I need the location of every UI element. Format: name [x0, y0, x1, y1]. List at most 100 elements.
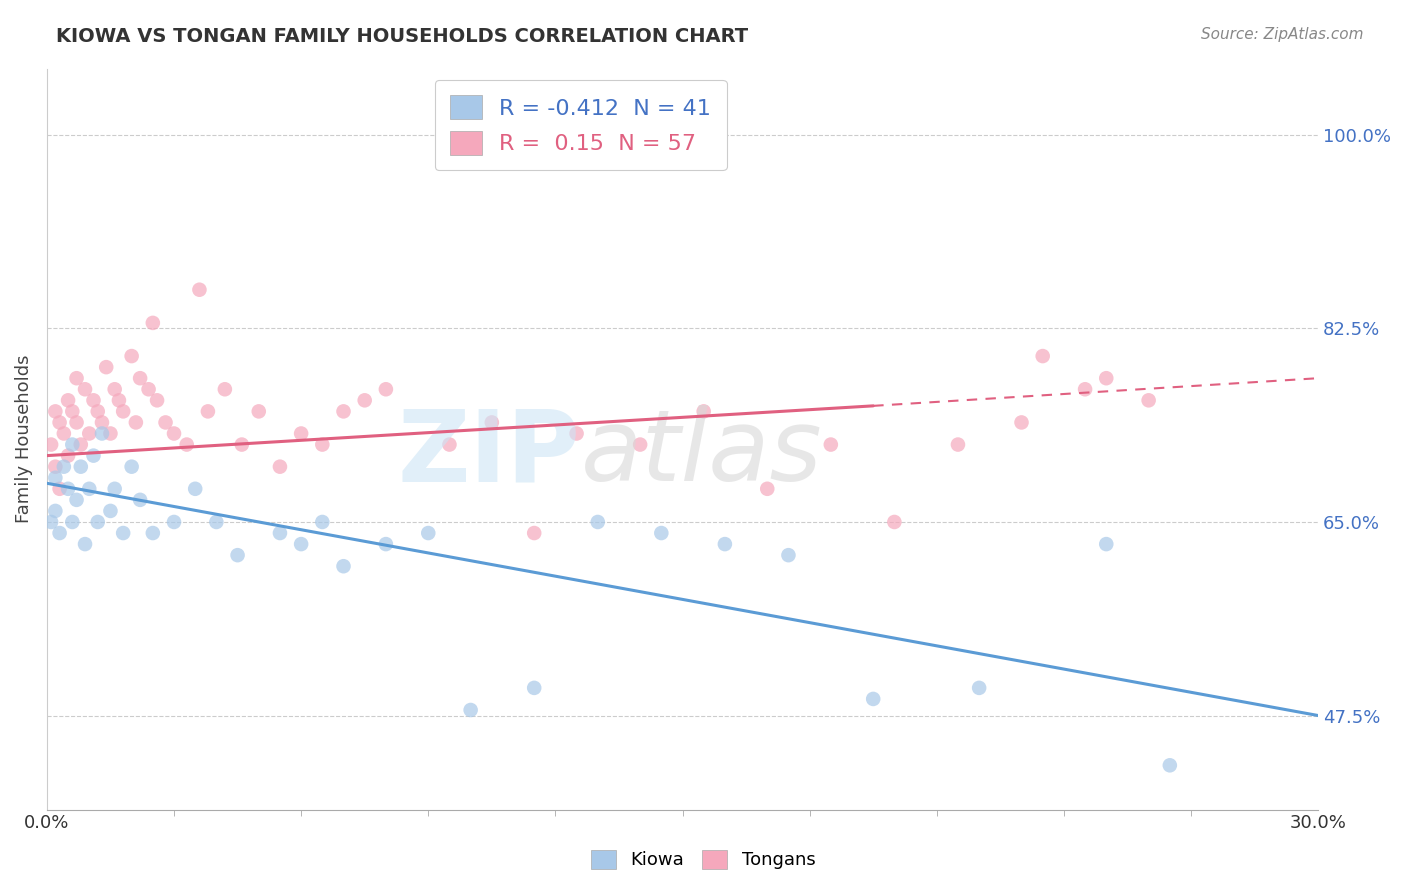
Point [138, 382, 160, 396]
Point [460, 703, 482, 717]
Point [48, 482, 70, 496]
Point [197, 404, 219, 418]
Point [353, 393, 375, 408]
Point [91, 416, 114, 430]
Legend: Kiowa, Tongans: Kiowa, Tongans [582, 840, 824, 879]
Point [96, 360, 118, 375]
Text: Source: ZipAtlas.com: Source: ZipAtlas.com [1201, 27, 1364, 42]
Legend: R = -0.412  N = 41, R =  0.15  N = 57: R = -0.412 N = 41, R = 0.15 N = 57 [434, 79, 727, 170]
Point [60, 404, 83, 418]
Point [692, 404, 714, 418]
Point [44, 404, 66, 418]
Point [100, 504, 122, 518]
Point [565, 426, 588, 441]
Text: KIOWA VS TONGAN FAMILY HOUSEHOLDS CORRELATION CHART: KIOWA VS TONGAN FAMILY HOUSEHOLDS CORREL… [56, 27, 748, 45]
Point [121, 459, 143, 474]
Point [214, 382, 236, 396]
Point [481, 416, 503, 430]
Text: ZIP: ZIP [398, 405, 581, 502]
Point [65, 371, 87, 385]
Point [112, 404, 135, 418]
Point [332, 404, 354, 418]
Point [176, 437, 198, 451]
Point [311, 437, 333, 451]
Point [1032, 349, 1054, 363]
Point [247, 404, 270, 418]
Point [129, 371, 152, 385]
Point [163, 515, 186, 529]
Point [778, 548, 800, 562]
Point [100, 426, 122, 441]
Point [374, 537, 396, 551]
Point [418, 526, 440, 541]
Point [1137, 393, 1160, 408]
Point [184, 482, 207, 496]
Point [883, 515, 905, 529]
Point [48, 526, 70, 541]
Point [77, 426, 100, 441]
Point [129, 492, 152, 507]
Point [714, 537, 737, 551]
Point [112, 526, 135, 541]
Point [1159, 758, 1181, 772]
Point [44, 471, 66, 485]
Point [269, 459, 291, 474]
Point [946, 437, 969, 451]
Point [108, 393, 131, 408]
Point [523, 526, 546, 541]
Point [60, 437, 83, 451]
Point [87, 515, 110, 529]
Point [142, 316, 165, 330]
Point [56, 393, 79, 408]
Y-axis label: Family Households: Family Households [15, 355, 32, 524]
Point [269, 526, 291, 541]
Point [52, 426, 75, 441]
Point [586, 515, 609, 529]
Point [332, 559, 354, 574]
Point [39, 437, 62, 451]
Point [83, 393, 105, 408]
Point [44, 504, 66, 518]
Point [1095, 371, 1118, 385]
Point [65, 492, 87, 507]
Point [73, 537, 96, 551]
Point [60, 515, 83, 529]
Point [155, 416, 177, 430]
Point [91, 426, 114, 441]
Point [439, 437, 461, 451]
Point [52, 459, 75, 474]
Point [205, 515, 228, 529]
Point [650, 526, 672, 541]
Point [188, 283, 211, 297]
Point [39, 515, 62, 529]
Point [374, 382, 396, 396]
Point [104, 382, 127, 396]
Point [290, 537, 312, 551]
Point [146, 393, 169, 408]
Point [628, 437, 651, 451]
Point [163, 426, 186, 441]
Point [87, 404, 110, 418]
Point [65, 416, 87, 430]
Point [142, 526, 165, 541]
Point [1011, 416, 1033, 430]
Point [73, 382, 96, 396]
Point [967, 681, 990, 695]
Point [69, 459, 91, 474]
Point [104, 482, 127, 496]
Point [523, 681, 546, 695]
Text: atlas: atlas [581, 405, 823, 502]
Point [121, 349, 143, 363]
Point [756, 482, 779, 496]
Point [83, 449, 105, 463]
Point [290, 426, 312, 441]
Point [231, 437, 253, 451]
Point [226, 548, 249, 562]
Point [44, 459, 66, 474]
Point [1074, 382, 1097, 396]
Point [77, 482, 100, 496]
Point [69, 437, 91, 451]
Point [56, 449, 79, 463]
Point [820, 437, 842, 451]
Point [56, 482, 79, 496]
